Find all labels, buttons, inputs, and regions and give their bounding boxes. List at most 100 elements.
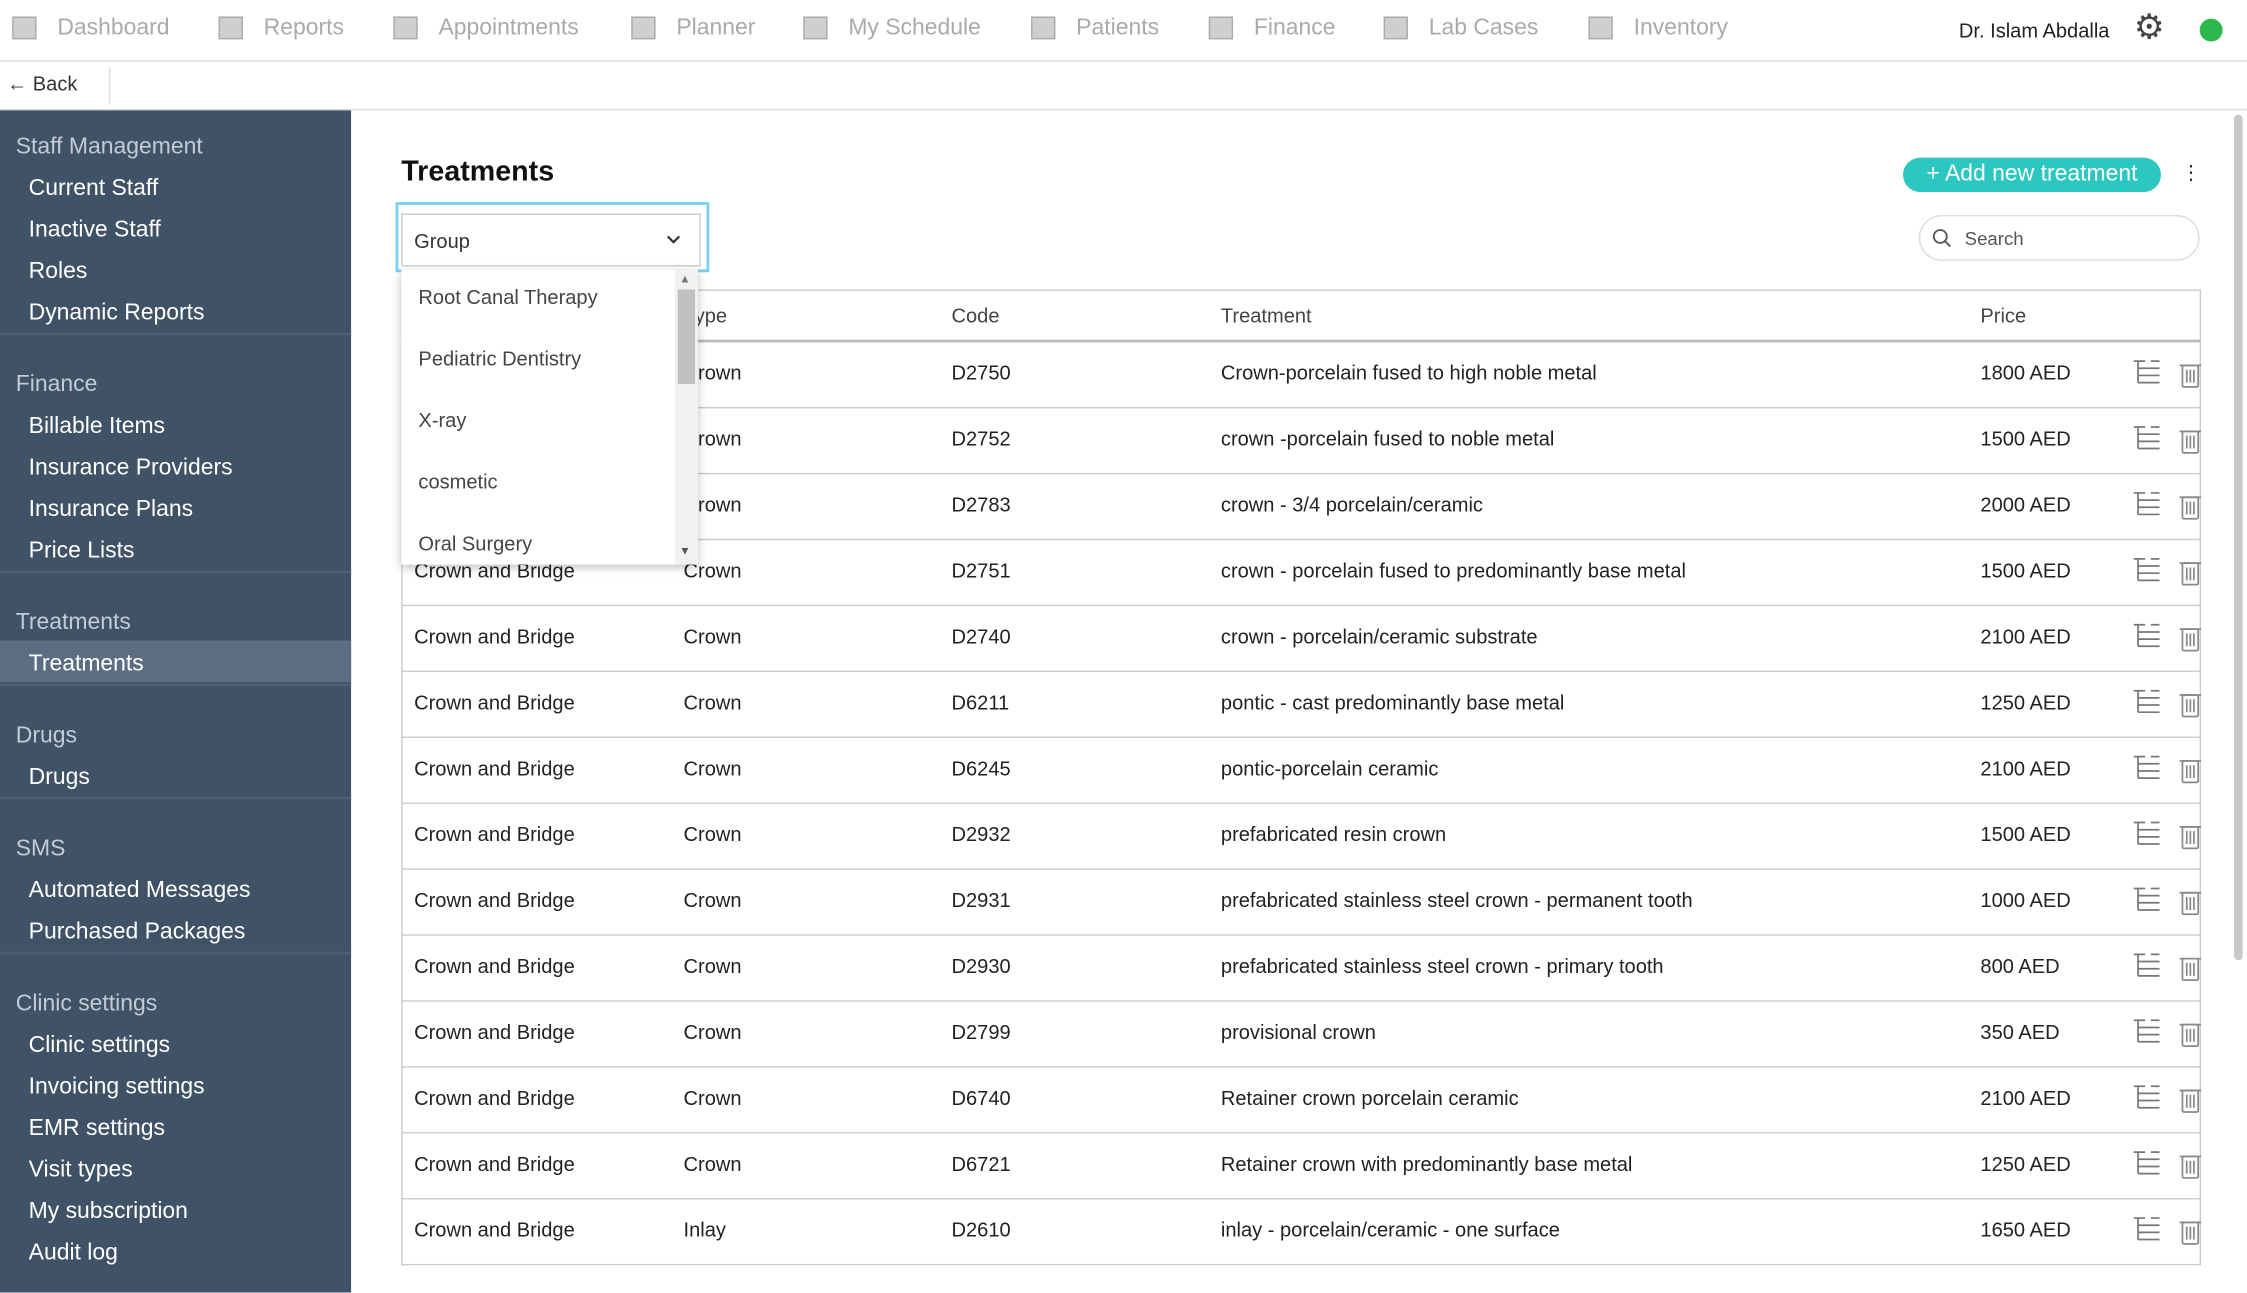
table-cell: Crown	[683, 822, 742, 846]
tree-icon	[2133, 953, 2160, 977]
sidebar-section-title: Clinic settings	[15, 991, 158, 1016]
dropdown-option[interactable]: Pediatric Dentistry	[418, 346, 582, 370]
table-row[interactable]: Crown and Bridge Crown D2751 crown - porcel…	[401, 538, 2202, 607]
nav-item[interactable]: Dashboard	[57, 15, 170, 41]
tree-icon	[2133, 360, 2160, 384]
sidebar-item[interactable]: Price Lists	[28, 538, 135, 564]
sidebar-item[interactable]: Roles	[28, 259, 88, 284]
table-cell: Crown and Bridge	[414, 558, 575, 582]
nav-icon	[1588, 16, 1613, 40]
table-cell: D2751	[951, 558, 1011, 582]
trash-icon	[2179, 562, 2202, 586]
table-row[interactable]: Crown and Bridge Crown D2930 prefabricated …	[401, 934, 2202, 1002]
table-cell: D2930	[951, 954, 1011, 978]
table-cell: 1800 AED	[1980, 361, 2071, 385]
table-cell: pontic - cast predominantly base metal	[1220, 690, 1565, 714]
table-cell: Retainer crown porcelain ceramic	[1220, 1086, 1519, 1110]
column-header: Code	[951, 303, 1000, 327]
sidebar-item[interactable]: My subscription	[28, 1199, 188, 1224]
table-cell: Crown	[683, 888, 742, 912]
table-row[interactable]: Crown and Bridge Inlay D2610 inlay - porcel…	[401, 1197, 2202, 1266]
table-cell: Crown and Bridge	[414, 888, 575, 912]
nav-item[interactable]: Finance	[1253, 15, 1336, 41]
nav-item[interactable]: Planner	[676, 15, 756, 41]
nav-icon	[1383, 16, 1408, 40]
table-cell: Crown	[683, 1020, 742, 1044]
table-cell: D2750	[951, 361, 1011, 385]
tree-icon	[2133, 821, 2160, 845]
sidebar-item[interactable]: Insurance Plans	[28, 497, 194, 522]
table-cell: crown - porcelain/ceramic substrate	[1220, 624, 1538, 648]
sidebar-item[interactable]: Visit types	[28, 1157, 133, 1183]
tree-icon	[2133, 623, 2160, 648]
nav-icon	[1208, 16, 1234, 40]
table-cell: Retainer crown with predominantly base m…	[1220, 1152, 1633, 1176]
sidebar-item[interactable]: Invoicing settings	[28, 1074, 205, 1100]
nav-icon	[393, 16, 418, 40]
table-row[interactable]: Crown and Bridge Crown D2740 crown - porcel…	[401, 604, 2202, 673]
sidebar-divider	[0, 796, 352, 800]
table-cell: D2740	[951, 624, 1011, 648]
sidebar-item[interactable]: Treatments	[28, 652, 144, 677]
nav-item[interactable]: Appointments	[438, 15, 579, 41]
table-cell: 2100 AED	[1980, 756, 2071, 780]
dropdown-option[interactable]: cosmetic	[418, 470, 498, 493]
scroll-thumb[interactable]	[677, 289, 696, 385]
nav-icon	[12, 16, 37, 40]
table-cell: D6721	[951, 1152, 1011, 1176]
table-cell: Crown and Bridge	[414, 624, 575, 648]
add-button[interactable]: + Add new treatment	[1903, 157, 2161, 193]
sidebar-item[interactable]: Clinic settings	[28, 1033, 171, 1058]
sidebar-item[interactable]: Insurance Providers	[28, 455, 233, 481]
back-bar: ← Back	[0, 62, 2247, 111]
scroll-up[interactable]: ▲	[679, 272, 691, 286]
dropdown-list: Root Canal Therapy Pediatric Dentistry X-r…	[401, 269, 698, 565]
sidebar-item[interactable]: Audit log	[28, 1240, 118, 1266]
table-row[interactable]: Crown and Bridge Crown D6721 Retainer crown…	[401, 1132, 2202, 1200]
table-row[interactable]: Crown and Bridge Crown D6211 pontic - cast …	[401, 670, 2202, 738]
scroll-down[interactable]: ▼	[679, 544, 691, 558]
nav-item[interactable]: Lab Cases	[1428, 15, 1539, 41]
sidebar-divider	[0, 570, 352, 574]
nav-item[interactable]: Inventory	[1633, 15, 1728, 41]
table-row[interactable]: Crown and Bridge Crown D6245 pontic-porcela…	[401, 736, 2202, 804]
more-menu[interactable]: ⋮	[2181, 160, 2202, 184]
table-row[interactable]: Crown and Bridge Crown D6740 Retainer crown…	[401, 1066, 2202, 1134]
dropdown-option[interactable]: Root Canal Therapy	[418, 285, 598, 309]
trash-icon	[2179, 1023, 2202, 1047]
nav-item[interactable]: My Schedule	[848, 15, 981, 41]
table-row[interactable]: Crown and Bridge Crown D2931 prefabricated …	[401, 868, 2202, 936]
sidebar-item[interactable]: Purchased Packages	[28, 919, 246, 945]
sidebar-item[interactable]: Inactive Staff	[28, 217, 161, 243]
table-cell: prefabricated stainless steel crown - pr…	[1220, 954, 1664, 978]
tree-icon	[2133, 1151, 2160, 1175]
sidebar-item[interactable]: Current Staff	[28, 176, 159, 201]
trash-icon	[2179, 957, 2202, 982]
nav-item[interactable]: Reports	[263, 15, 344, 41]
nav-item[interactable]: Patients	[1076, 15, 1160, 41]
table-cell: 2000 AED	[1980, 492, 2071, 516]
back-button[interactable]: ← Back	[7, 71, 78, 95]
user-name[interactable]: Dr. Islam Abdalla	[1958, 18, 2110, 42]
table-row[interactable]: Crown and Bridge Crown D2799 provisional cr…	[401, 1000, 2202, 1068]
tree-icon	[2133, 492, 2160, 516]
sidebar-item[interactable]: Dynamic Reports	[28, 300, 205, 326]
sidebar-item[interactable]: Billable Items	[28, 414, 166, 439]
page-scroll-thumb[interactable]	[2234, 114, 2243, 961]
trash-icon	[2179, 694, 2202, 718]
table-row[interactable]: Crown and Bridge Crown D2932 prefabricated …	[401, 802, 2202, 870]
sidebar-item[interactable]: EMR settings	[28, 1116, 165, 1141]
group-filter[interactable]: Group	[401, 213, 701, 267]
settings-icon[interactable]: ⚙	[2133, 8, 2165, 48]
table-cell: crown - porcelain fused to predominantly…	[1220, 558, 1686, 582]
sidebar-item[interactable]: Drugs	[28, 765, 90, 790]
dropdown-option[interactable]: Oral Surgery	[418, 531, 533, 555]
trash-icon	[2179, 1089, 2202, 1113]
trash-icon	[2179, 760, 2202, 784]
nav-icon	[218, 16, 243, 40]
search-box[interactable]: Search	[1918, 214, 2200, 261]
sidebar-item[interactable]: Automated Messages	[28, 878, 251, 903]
back-label: Back	[32, 71, 78, 95]
dropdown-option[interactable]: X-ray	[418, 408, 467, 432]
